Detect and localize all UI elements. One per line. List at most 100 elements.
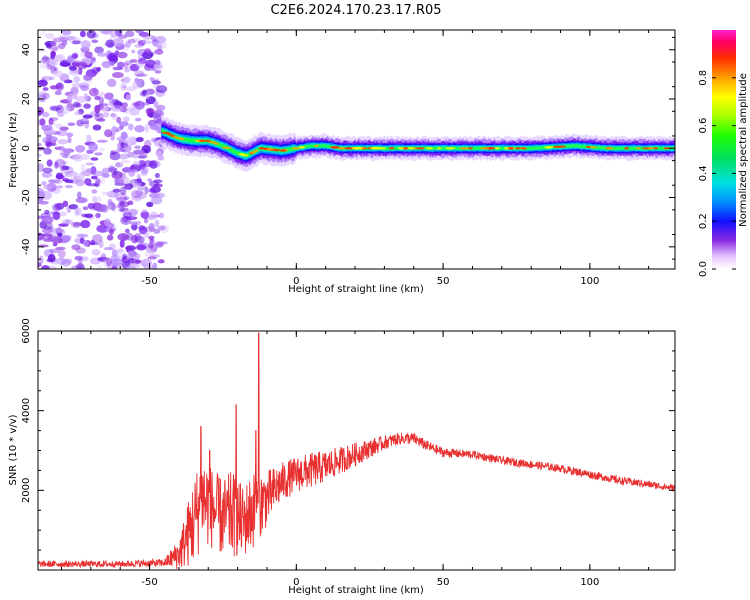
noise-blob: [119, 172, 127, 180]
ridge-peak: [425, 147, 434, 150]
spectrogram-xtick-label: -50: [141, 276, 157, 287]
noise-blob: [42, 55, 49, 63]
noise-blob: [44, 209, 50, 215]
noise-blob: [42, 226, 53, 230]
noise-blob: [134, 145, 141, 149]
noise-blob: [147, 256, 157, 260]
noise-blob: [155, 40, 163, 49]
noise-blob: [64, 179, 74, 184]
noise-blob: [64, 35, 77, 41]
noise-blob: [82, 114, 93, 119]
noise-blob: [75, 247, 86, 254]
noise-blob: [41, 265, 50, 269]
noise-blob: [98, 239, 104, 249]
noise-blob: [123, 62, 129, 70]
ridge-band: [161, 127, 675, 159]
noise-blob: [101, 173, 110, 178]
noise-blob: [73, 154, 83, 162]
noise-blob: [112, 188, 121, 193]
ridge-peak: [253, 149, 259, 152]
noise-blob: [72, 222, 82, 227]
noise-blob: [55, 83, 63, 89]
noise-blob: [54, 55, 62, 60]
noise-blob: [84, 178, 92, 186]
noise-blob: [52, 211, 61, 221]
noise-blob: [144, 59, 156, 69]
noise-blob: [91, 234, 103, 243]
noise-blob: [49, 106, 61, 112]
noise-blob: [48, 44, 59, 51]
spectrogram-ytick-label: 0: [21, 145, 32, 151]
noise-blob: [161, 41, 167, 49]
ridge-peak: [588, 146, 597, 149]
spectrogram-plot-area: [38, 30, 675, 269]
colorbar-tick-label: 0.0: [698, 261, 709, 277]
ridge-peak: [351, 147, 358, 150]
noise-blob: [74, 255, 84, 261]
noise-blob: [61, 160, 68, 165]
noise-blob: [94, 152, 103, 156]
noise-blob: [98, 147, 105, 152]
noise-blob: [114, 177, 125, 185]
noise-blob: [66, 132, 74, 138]
noise-blob: [38, 142, 42, 147]
noise-blob: [41, 111, 50, 118]
spectrogram-axes: -50 0 50 100 40 20 0 -20 -40: [21, 30, 675, 287]
ridge-band: [161, 129, 675, 158]
noise-blob: [73, 76, 80, 83]
noise-blob: [121, 102, 128, 108]
noise-blob: [100, 105, 109, 112]
noise-blob: [133, 153, 139, 159]
noise-blob: [105, 257, 112, 267]
noise-blob: [46, 159, 53, 167]
noise-blob: [39, 118, 46, 126]
noise-blob: [79, 118, 90, 124]
noise-blob: [62, 154, 69, 159]
ridge-peak: [330, 146, 340, 149]
noise-blob: [111, 113, 118, 121]
noise-blob: [150, 196, 163, 205]
noise-blob: [75, 197, 88, 204]
spectrogram-panel: -50 0 50 100 40 20 0 -20 -40 Height of straight …: [8, 29, 676, 295]
noise-blob: [41, 171, 53, 178]
noise-blob: [67, 136, 72, 144]
noise-blob: [91, 189, 98, 194]
noise-blob: [84, 213, 94, 218]
spectrogram-xtick-label: 0: [293, 276, 299, 287]
noise-blob: [98, 227, 108, 233]
snr-xtick-label: 0: [293, 577, 299, 588]
noise-blob: [153, 100, 159, 108]
noise-blob: [134, 259, 142, 264]
noise-blob: [138, 31, 150, 37]
noise-blob: [100, 253, 107, 261]
noise-blob: [148, 235, 155, 240]
noise-blob: [134, 125, 145, 133]
noise-blob: [144, 167, 150, 171]
ridge-peak: [167, 133, 172, 136]
noise-blob: [62, 200, 69, 207]
noise-blob: [133, 70, 144, 77]
noise-blob: [88, 87, 100, 97]
noise-blob: [102, 62, 111, 69]
noise-blob: [136, 178, 142, 184]
noise-blob: [43, 184, 51, 190]
noise-blob: [122, 215, 129, 223]
spectrogram-ytick-label: 20: [21, 93, 32, 106]
colorbar-gradient: [712, 30, 736, 269]
noise-blob: [45, 140, 51, 149]
noise-blob: [57, 249, 66, 259]
ridge-peak: [388, 147, 395, 150]
noise-blob: [107, 61, 115, 65]
noise-blob: [144, 186, 149, 195]
noise-blob: [109, 30, 121, 38]
noise-blob: [50, 50, 57, 57]
noise-blob: [108, 97, 115, 107]
noise-blob: [134, 44, 144, 48]
noise-blob: [125, 94, 131, 101]
ridge-peak: [249, 151, 256, 154]
noise-blob: [140, 258, 152, 267]
ridge-peak: [415, 147, 425, 150]
noise-blob: [153, 109, 164, 118]
noise-blob: [47, 253, 56, 263]
noise-blob: [119, 144, 132, 153]
